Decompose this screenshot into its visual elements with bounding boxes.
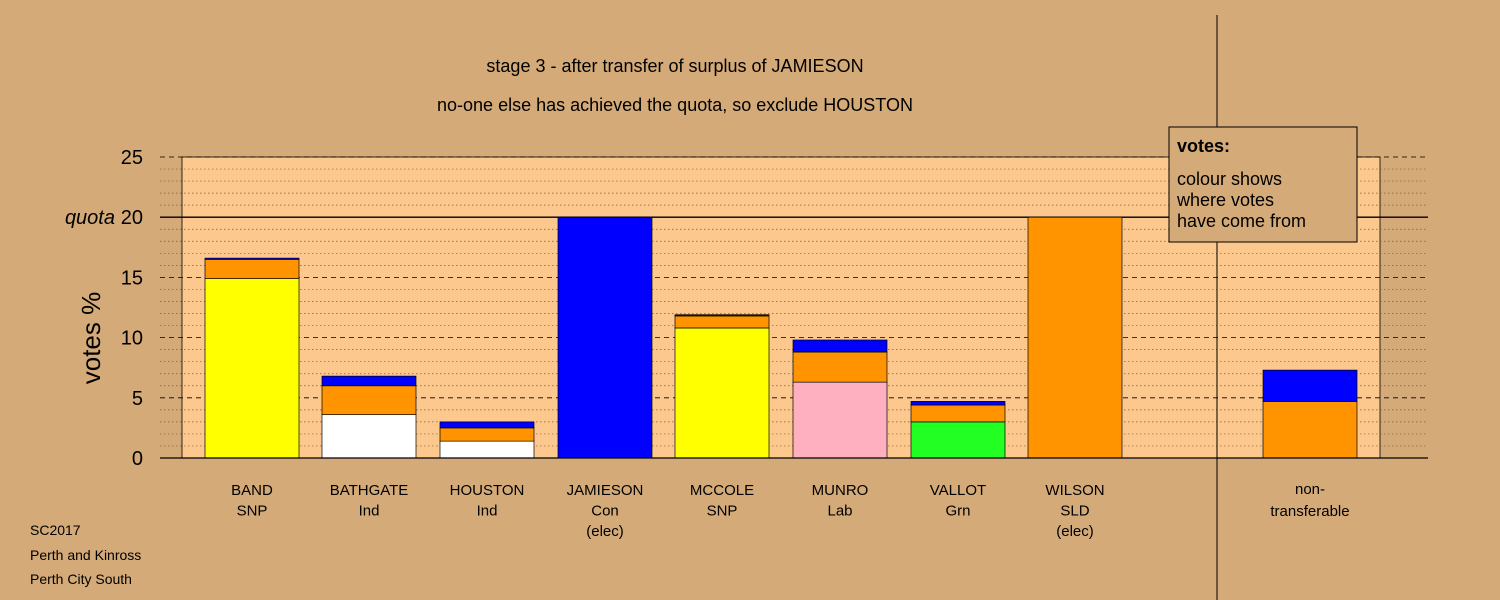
x-tick-label: WILSON: [1045, 482, 1104, 499]
x-tick-label: Con: [591, 503, 619, 520]
y-tick-label: 5: [132, 388, 143, 410]
y-tick-label: 20: [121, 207, 143, 229]
x-tick-label: Ind: [477, 503, 498, 520]
y-axis: 0 5 10 15 20 25: [121, 147, 1428, 470]
x-tick-label: SLD: [1060, 503, 1089, 520]
bar-segment: [674, 315, 770, 329]
x-tick-label: JAMIESON: [567, 482, 644, 499]
legend-line-1: colour shows: [1177, 169, 1282, 189]
y-tick-label: 10: [121, 328, 143, 350]
x-tick-label: Ind: [359, 503, 380, 520]
bar-segment: [204, 278, 300, 459]
x-axis-labels: BAND SNP BATHGATE Ind HOUSTON Ind JAMIESON Con (…: [231, 481, 1349, 540]
bar-segment-nontransferable: [1262, 369, 1358, 402]
bar-segment: [439, 421, 535, 429]
y-tick-label: 15: [121, 267, 143, 289]
x-tick-label: MCCOLE: [690, 482, 754, 499]
x-tick-label: (elec): [586, 523, 624, 540]
bar-segment: [204, 257, 300, 260]
legend: votes: colour shows where votes have com…: [1168, 126, 1358, 243]
x-tick-label-nontransferable: transferable: [1270, 503, 1349, 520]
bar-segment-nontransferable: [1262, 401, 1358, 459]
legend-line-3: have come from: [1177, 211, 1306, 231]
bar-segment: [321, 414, 417, 459]
bar-segment: [321, 385, 417, 416]
x-tick-label: (elec): [1056, 523, 1094, 540]
bar-segment: [910, 421, 1006, 459]
legend-line-2: where votes: [1176, 190, 1274, 210]
bar-segment: [674, 327, 770, 459]
bar-segment: [1027, 216, 1123, 459]
bar-segment: [674, 314, 770, 317]
bar-segment: [321, 375, 417, 387]
x-tick-label: HOUSTON: [450, 482, 525, 499]
x-tick-label-nontransferable: non-: [1295, 481, 1325, 498]
bar-segment: [792, 351, 888, 383]
chart-subtitle: no-one else has achieved the quota, so e…: [437, 95, 913, 115]
bar-segment: [910, 401, 1006, 406]
quota-label: quota: [65, 207, 115, 229]
x-tick-label: VALLOT: [930, 482, 986, 499]
x-tick-label: MUNRO: [812, 482, 869, 499]
bar-segment: [792, 381, 888, 459]
chart-title: stage 3 - after transfer of surplus of J…: [486, 56, 863, 76]
x-tick-label: BAND: [231, 482, 273, 499]
footer-election: SC2017: [30, 522, 81, 538]
bar-segment: [439, 440, 535, 459]
legend-box: [1168, 126, 1358, 243]
bar-segment: [910, 404, 1006, 423]
footer-council: Perth and Kinross: [30, 547, 141, 563]
footer-ward: Perth City South: [30, 571, 132, 587]
legend-title: votes:: [1177, 136, 1230, 156]
bar-segment: [557, 216, 653, 459]
y-tick-label: 0: [132, 448, 143, 470]
x-tick-label: SNP: [707, 503, 738, 520]
bars-group: [204, 216, 1358, 459]
y-tick-label: 25: [121, 147, 143, 169]
x-tick-label: SNP: [237, 503, 268, 520]
bar-segment: [204, 258, 300, 279]
x-tick-label: BATHGATE: [330, 482, 409, 499]
x-tick-label: Grn: [945, 503, 970, 520]
x-tick-label: Lab: [827, 503, 852, 520]
y-axis-label: votes %: [76, 292, 106, 385]
bar-segment: [439, 427, 535, 442]
bar-segment: [792, 339, 888, 353]
